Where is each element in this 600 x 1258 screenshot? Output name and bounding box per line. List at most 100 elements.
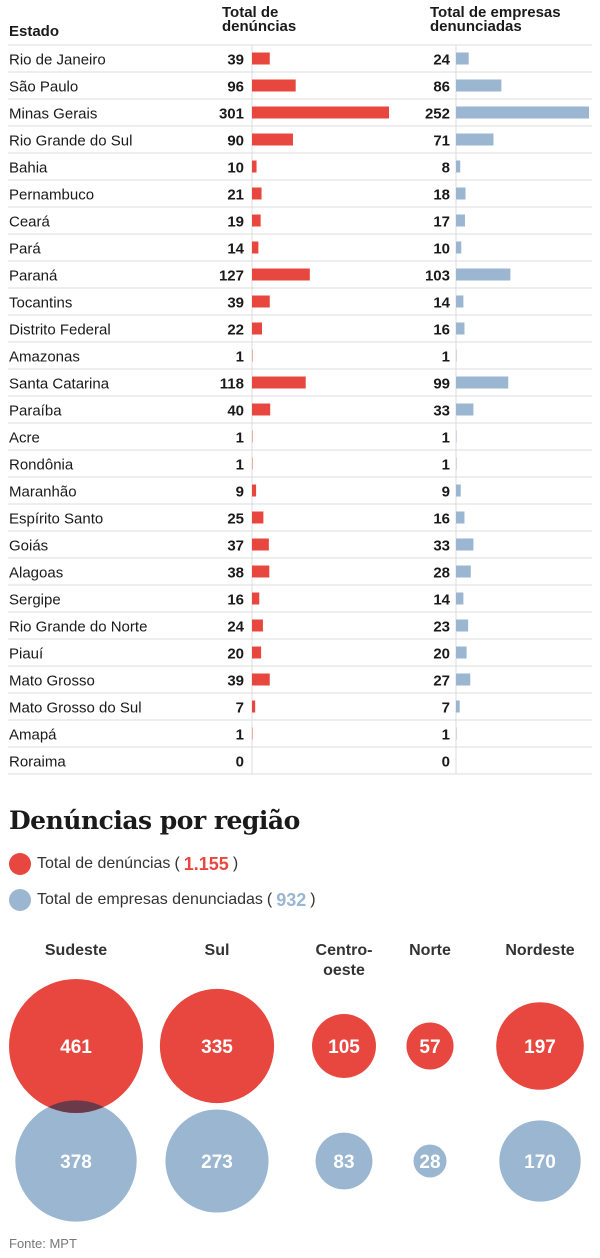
legend-total-empresas: 932 (276, 889, 307, 910)
empresas-bubble-label: 378 (60, 1152, 92, 1173)
denuncias-bar (252, 538, 269, 551)
empresas-bar (456, 241, 462, 254)
denuncias-bubble-label: 57 (419, 1037, 440, 1058)
empresas-bubble-label: 83 (333, 1152, 354, 1173)
denuncias-bar (252, 187, 262, 200)
table-row: Minas Gerais 301 252 (8, 98, 592, 123)
state-name-label: Goiás (9, 538, 48, 555)
header-total-empresas: Total de empresas denunciadas (430, 4, 561, 35)
empresas-value-label: 16 (433, 322, 450, 339)
empresas-bubble-label: 28 (419, 1152, 440, 1173)
empresas-value-label: 1 (442, 430, 450, 447)
denuncias-bubble-label: 461 (60, 1037, 92, 1058)
state-name-label: Pará (9, 241, 41, 258)
legend-label-empresas: Total de empresas denunciadas (37, 891, 263, 908)
denuncias-bar (252, 511, 264, 524)
table-row: Rio Grande do Norte 24 23 (8, 611, 592, 636)
state-name-label: Bahia (9, 160, 48, 177)
denuncias-bar (252, 673, 270, 686)
denuncias-value-label: 10 (227, 160, 244, 177)
table-row: Rondônia 1 1 (8, 449, 592, 474)
state-name-label: Sergipe (9, 592, 61, 609)
empresas-value-label: 28 (433, 565, 450, 582)
denuncias-bar (252, 106, 389, 119)
state-name-label: Paraíba (9, 403, 62, 420)
source-note: Fonte: MPT (9, 1236, 77, 1251)
region-name-label: Centro- (316, 942, 373, 959)
empresas-value-label: 27 (433, 673, 450, 690)
empresas-value-label: 99 (433, 376, 450, 393)
empresas-bubble-label: 170 (524, 1152, 556, 1173)
empresas-value-label: 24 (433, 52, 450, 69)
empresas-bar (456, 673, 471, 686)
region-section-title: Denúncias por região (9, 806, 300, 835)
table-row: Amapá 1 1 (8, 719, 592, 744)
empresas-value-label: 8 (442, 160, 450, 177)
empresas-value-label: 1 (442, 349, 450, 366)
state-name-label: Espírito Santo (9, 511, 103, 528)
table-row: Roraima 0 0 (8, 746, 592, 771)
empresas-bar (456, 592, 464, 605)
legend-paren-close: ) (232, 855, 239, 872)
empresas-value-label: 1 (442, 457, 450, 474)
denuncias-value-label: 1 (236, 349, 244, 366)
state-name-label: São Paulo (9, 79, 78, 96)
table-row: Amazonas 1 1 (8, 341, 592, 366)
denuncias-value-label: 1 (236, 457, 244, 474)
empresas-value-label: 86 (433, 79, 450, 96)
denuncias-bar (252, 592, 260, 605)
denuncias-bubble-label: 105 (328, 1037, 360, 1058)
state-name-label: Ceará (9, 214, 51, 231)
table-row: Alagoas 38 28 (8, 557, 592, 582)
table-row: Paraíba 40 33 (8, 395, 592, 420)
denuncias-bar (252, 133, 293, 146)
denuncias-value-label: 301 (219, 106, 244, 123)
denuncias-bar (252, 565, 270, 578)
denuncias-value-label: 39 (227, 52, 244, 69)
denuncias-value-label: 14 (227, 241, 244, 258)
state-name-label: Rio Grande do Sul (9, 133, 132, 150)
denuncias-value-label: 96 (227, 79, 244, 96)
empresas-bubble (499, 1120, 581, 1202)
empresas-bar (456, 349, 457, 362)
denuncias-value-label: 38 (227, 565, 244, 582)
empresas-bar (456, 376, 509, 389)
table-row: Sergipe 16 14 (8, 584, 592, 609)
region-name-label: Norte (409, 942, 451, 959)
denuncias-bar (252, 241, 259, 254)
table-row: Espírito Santo 25 16 (8, 503, 592, 528)
empresas-bubble-label: 273 (201, 1152, 233, 1173)
header-total-denuncias: Total de denúncias (222, 5, 296, 34)
table-row: Ceará 19 17 (8, 206, 592, 231)
table-row: Rio Grande do Sul 90 71 (8, 125, 592, 150)
header-total-empresas-line2: denunciadas (430, 18, 522, 35)
empresas-bar (456, 322, 465, 335)
empresas-bar (456, 646, 467, 659)
table-row: Maranhão 9 9 (8, 476, 592, 501)
empresas-bar (456, 160, 461, 173)
denuncias-bubble (496, 1002, 584, 1090)
empresas-bar (456, 214, 465, 227)
header-total-empresas-line1: Total de empresas (430, 4, 561, 21)
empresas-bar (456, 106, 589, 119)
state-name-label: Roraima (9, 754, 66, 771)
state-name-label: Distrito Federal (9, 322, 111, 339)
region-name-label: oeste (323, 962, 365, 979)
empresas-value-label: 33 (433, 403, 450, 420)
empresas-bar (456, 79, 502, 92)
table-row: Bahia 10 8 (8, 152, 592, 177)
state-name-label: Piauí (9, 646, 44, 663)
denuncias-value-label: 37 (227, 538, 244, 555)
legend-paren-open: ( (266, 891, 273, 908)
empresas-value-label: 23 (433, 619, 450, 636)
empresas-bar (456, 700, 460, 713)
denuncias-bar (252, 268, 310, 281)
region-name-label: Nordeste (505, 942, 574, 959)
denuncias-value-label: 20 (227, 646, 244, 663)
empresas-value-label: 103 (425, 268, 450, 285)
table-row: Mato Grosso 39 27 (8, 665, 592, 690)
empresas-bar (456, 538, 474, 551)
denuncias-bubble (312, 1014, 376, 1078)
empresas-value-label: 9 (442, 484, 450, 501)
region-name-label: Sul (205, 942, 230, 959)
